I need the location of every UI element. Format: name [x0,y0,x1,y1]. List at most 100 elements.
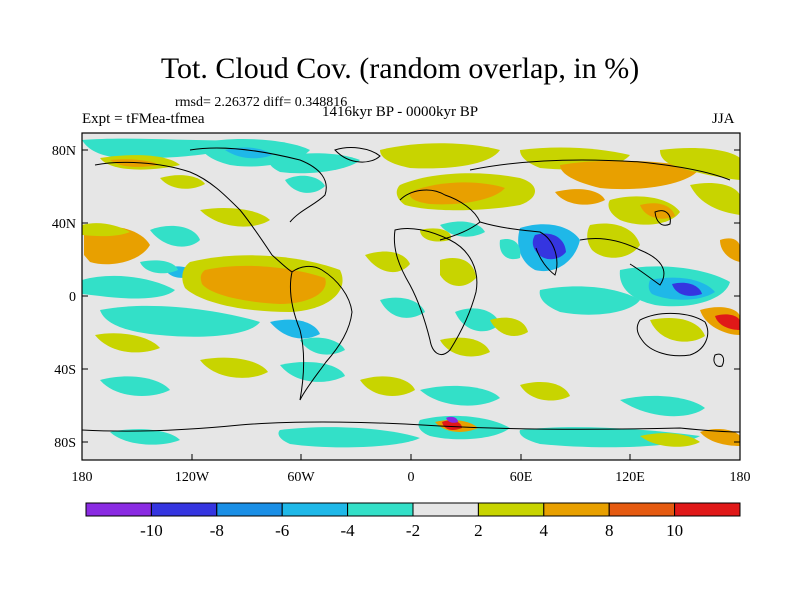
colorbar-label: 2 [474,521,483,540]
anomaly-patch [225,147,272,159]
stats-text: rmsd= 2.26372 diff= 0.348816 [175,95,348,110]
anomaly-patch [640,433,700,447]
lon-tick-label: 120E [615,470,645,485]
lat-tick-label: 80N [52,144,76,159]
anomaly-patch [100,376,170,396]
colorbar-swatch [347,502,414,517]
period-label: 1416kyr BP - 0000kyr BP [322,104,479,120]
anomaly-patch [499,239,521,260]
colorbar-swatch [216,502,283,517]
coastlines [81,147,741,433]
anomaly-patch [200,357,268,378]
coastline-new-zealand [713,353,725,367]
anomaly-patch [532,233,566,260]
anomaly-patch [82,275,175,299]
anomaly-patch [440,221,485,237]
colorbar-swatch [543,502,610,517]
anomaly-patch [140,260,178,274]
colorbar-label: -2 [406,521,420,540]
map-title: Tot. Cloud Cov. (random overlap, in %) [160,52,640,85]
anomaly-patch [380,143,500,169]
colorbar-label: -8 [210,521,224,540]
anomaly-patch [700,429,740,446]
colorbar-swatch [608,502,676,517]
anomaly-patch [620,395,705,417]
coastline-north-america [94,161,293,273]
anomaly-patch [539,286,640,315]
anomaly-patch [300,337,345,355]
anomaly-patch [280,362,345,382]
anomaly-patch [660,147,740,180]
lat-tick-label: 40N [52,217,76,232]
lat-tick-label: 40S [54,363,76,378]
coastline-southeast-asia [579,237,665,286]
anomaly-patch [455,308,500,332]
coastline-antarctica-west [81,424,241,432]
anomaly-patch [278,427,420,448]
anomaly-patch [270,319,320,339]
coastline-canada [189,147,327,223]
coastline-greenland [334,147,381,163]
colorbar-label: 4 [540,521,549,540]
experiment-label: Expt = tFMea-tfmea [82,111,205,127]
anomaly-patch [110,429,180,445]
anomaly-patch [520,382,570,401]
coastline-europe [399,189,481,241]
lon-tick-label: 60E [510,470,533,485]
coastline-africa [393,227,478,355]
colorbar-swatch [674,502,741,517]
colorbar-swatch [281,502,349,517]
anomaly-patch [555,189,605,205]
lon-tick-label: 180 [72,470,93,485]
colorbar-swatch [150,502,218,517]
anomaly-patch [720,238,740,262]
anomaly-patch [442,420,462,430]
coastline-japan [654,210,671,226]
season-label: JJA [712,111,735,127]
lat-tick-label: 0 [69,290,76,305]
anomaly-patch [150,225,200,247]
colorbar-label: -10 [140,521,163,540]
coastline-australia [636,312,709,357]
anomaly-patch [420,385,500,406]
anomaly-patch [82,223,130,237]
anomaly-patch [672,282,702,296]
colorbar-swatch [85,502,152,517]
anomaly-patch [95,333,160,353]
anomaly-patch [446,416,458,423]
anomaly-patch [360,376,415,396]
colorbar-label: 8 [605,521,614,540]
coastline-india [479,221,558,276]
coastline-south-america [291,265,353,401]
lon-tick-label: 0 [408,470,415,485]
anomaly-patch [160,175,205,189]
colorbar-label: -4 [341,521,356,540]
anomaly-patch [560,160,700,190]
anomaly-patch [285,175,325,193]
anomaly-patch [490,317,528,336]
anomaly-patch [100,305,260,337]
anomaly-patch [440,337,490,357]
anomaly-patch [365,251,410,273]
coastline-antarctica [239,421,741,433]
lon-axis: 180 120W 60W 0 60E 120E 180 [72,454,751,485]
colorbar: -10 -8 -6 -4 -2 2 4 8 10 [85,502,741,540]
anomaly-patch [650,317,705,342]
anomaly-patch [380,297,425,318]
colorbar-swatch [477,502,545,517]
colorbar-label: -6 [275,521,289,540]
lat-axis: 80N 40N 0 40S 80S [52,144,740,451]
lon-tick-label: 180 [730,470,751,485]
colorbar-swatch [412,502,479,517]
coastline-asia-north [469,159,731,181]
anomaly-patch [200,265,326,304]
anomaly-patch [409,182,505,205]
anomaly-patch [715,314,740,330]
coastline-south-america-west [289,271,305,401]
lon-tick-label: 120W [175,470,210,485]
map-panel [81,132,741,461]
lon-tick-label: 60W [287,470,315,485]
anomaly-patch [200,208,270,227]
lat-tick-label: 80S [54,436,76,451]
